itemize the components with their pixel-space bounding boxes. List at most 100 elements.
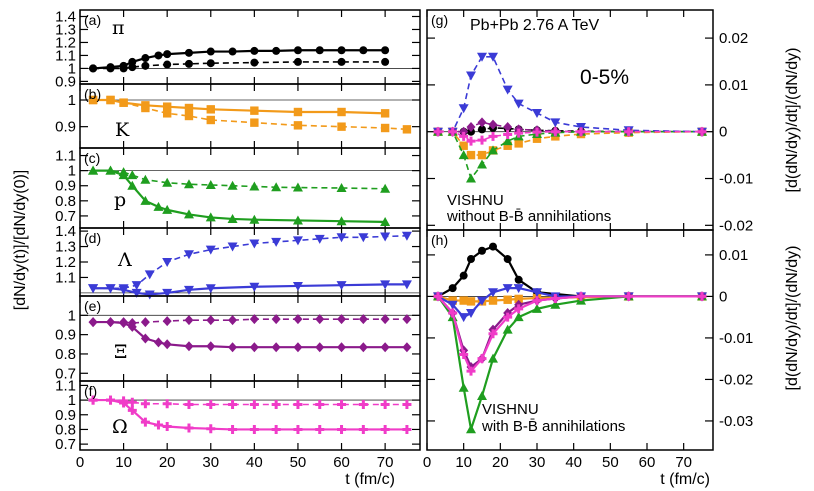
panel-d-series-0-point (162, 258, 173, 267)
panel-f-ytick-label: 0.7 (55, 436, 76, 453)
panel-b-series-1-point (162, 109, 172, 118)
panel-h-xtick-label: 0 (423, 454, 431, 471)
panel-a-series-0-point (359, 46, 368, 55)
panel-b-series-1-point (250, 118, 259, 127)
panel-h-series-5-point (466, 366, 476, 376)
panel-b-series-1-point (88, 95, 98, 105)
panel-f-series-1-point (88, 395, 98, 405)
panel-e-series-1-point (184, 341, 194, 352)
panel-c-series-0-point (227, 180, 238, 190)
panel-a-series-0-point (228, 47, 237, 56)
panel-a-ytick-label: 1 (68, 60, 76, 77)
panel-c-series-0-point (292, 182, 303, 192)
panel-e-series-1-point (271, 342, 281, 353)
panel-f-series-1-point (358, 424, 368, 434)
panel-h-xtick-label: 10 (455, 454, 472, 471)
x-axis-label-left: t (fm/c) (345, 471, 395, 488)
panel-g-series-4 (433, 117, 707, 137)
panel-d-letter: (d) (84, 230, 101, 246)
panel-h-series-0-point (459, 271, 468, 280)
panel-c-series-1-point (380, 216, 391, 226)
panel-g-letter: (g) (431, 12, 448, 28)
panel-h-xtick-label: 20 (492, 454, 509, 471)
panel-b-particle-label: K (115, 119, 130, 141)
panel-f-series-0-point (315, 399, 325, 409)
panel-f-series-0-point (249, 399, 259, 409)
panel-g-ytick-label: 0 (719, 124, 727, 141)
panel-a-frame (79, 9, 421, 85)
panel-h-ytick-label: -0.02 (719, 371, 753, 388)
panel-c-series-1-point (183, 209, 194, 219)
panel-h-series-2-point (513, 312, 524, 322)
panel-g-series-5-point (459, 131, 469, 141)
panel-h-ytick-label: -0.01 (719, 330, 753, 347)
panel-d-series-0-point (358, 233, 369, 243)
panel-h-series-0 (434, 242, 706, 301)
panel-h-series-0-point (448, 284, 457, 293)
panel-e-series-0-point (337, 314, 347, 325)
panel-c-series-0-point (271, 182, 282, 192)
panel-f-series-0-point (271, 399, 281, 409)
panel-g-series-3-point (550, 118, 561, 128)
panel-b-series-0-point (380, 109, 390, 118)
panel-c-series-0-point (162, 177, 173, 187)
panel-h-ytick-label: -0.03 (719, 413, 753, 430)
panel-e-series-1-point (119, 318, 129, 329)
panel-a-series-1-point (128, 63, 137, 72)
panel-d: 1.11.21.31.4 (d) Λ (55, 223, 421, 300)
panel-f-ytick-label: 1 (68, 392, 76, 409)
h-annotation-line1: VISHNU (482, 401, 539, 418)
panel-a-ytick-label: 1.1 (55, 47, 76, 64)
panel-d-series-0-point (401, 231, 412, 241)
panel-g-series-0-point (478, 125, 486, 134)
panel-f-series-0-point (293, 399, 303, 409)
panel-f-xtick-label: 0 (76, 454, 84, 471)
panel-e-ytick-label: 0.8 (55, 346, 76, 363)
h-annotation-line2: with B-B̄ annihilations (481, 418, 625, 435)
panel-g-series-5-point (448, 127, 458, 137)
panel-f-xtick-label: 10 (115, 454, 132, 471)
panel-g-series-5-point (576, 127, 586, 137)
panel-f-series-1-point (184, 423, 194, 433)
y-axis-label-right-bottom: [d(dN/dy)/dt]/(dN/dy) (784, 246, 801, 391)
panel-e-series-0-point (184, 315, 194, 326)
panel-d-series-0-line (93, 234, 407, 290)
panel-h-series-0-point (489, 242, 497, 251)
panel-e-ytick-label: 1 (68, 307, 76, 324)
panel-g-series-5-point (477, 135, 487, 145)
panel-c: 0.70.80.911.1 (c) p (55, 147, 421, 229)
panel-h-ytick-label: 0 (719, 288, 727, 305)
panel-c-series-1-point (205, 212, 216, 222)
panel-h-series-3-point (502, 284, 513, 294)
panel-f-series-1-point (228, 424, 238, 434)
x-axis-label-right: t (fm/c) (660, 471, 710, 488)
panel-d-series-1-point (292, 281, 303, 291)
panel-b-series-0-point (293, 107, 303, 117)
panel-d-series-1 (88, 280, 412, 300)
panel-c-series-1-point (127, 180, 138, 190)
panel-c-ytick-label: 0.7 (55, 208, 76, 225)
panel-h-xtick-label: 30 (529, 454, 546, 471)
panel-g-ytick-label: 0.02 (719, 30, 748, 47)
panel-f-xtick-label: 50 (290, 454, 307, 471)
panel-f-series-1-point (127, 405, 137, 415)
panel-h-series-3-point (532, 288, 542, 298)
panel-e-ytick-label: 0.7 (55, 365, 76, 382)
panel-e-frame (79, 295, 421, 382)
panel-c-series-1-point (118, 170, 129, 180)
panel-f-series-0-point (184, 399, 194, 409)
panel-d-series-0-point (205, 245, 216, 255)
panel-g-series-5-point (532, 127, 542, 137)
panel-e: 0.7 0.8 0.9 1 (e) Ξ (55, 295, 421, 382)
panel-d-series-0-point (183, 250, 194, 260)
panel-c-series-0-point (249, 181, 260, 191)
panel-f: 0.70.80.911.1 0 10 20 30 40 50 60 70 (f) Ω (55, 377, 421, 471)
panel-c-ytick-label: 0.8 (55, 193, 76, 210)
panel-h-series-5-point (624, 291, 634, 301)
panel-e-series-1-point (228, 342, 238, 353)
panel-h-series-1-point (503, 295, 512, 304)
panel-b-series-0-point (250, 106, 259, 115)
panel-g-series-5-point (550, 127, 560, 137)
panel-f-series-0-line (93, 399, 407, 406)
g-annotation-line1: VISHNU (447, 192, 504, 209)
